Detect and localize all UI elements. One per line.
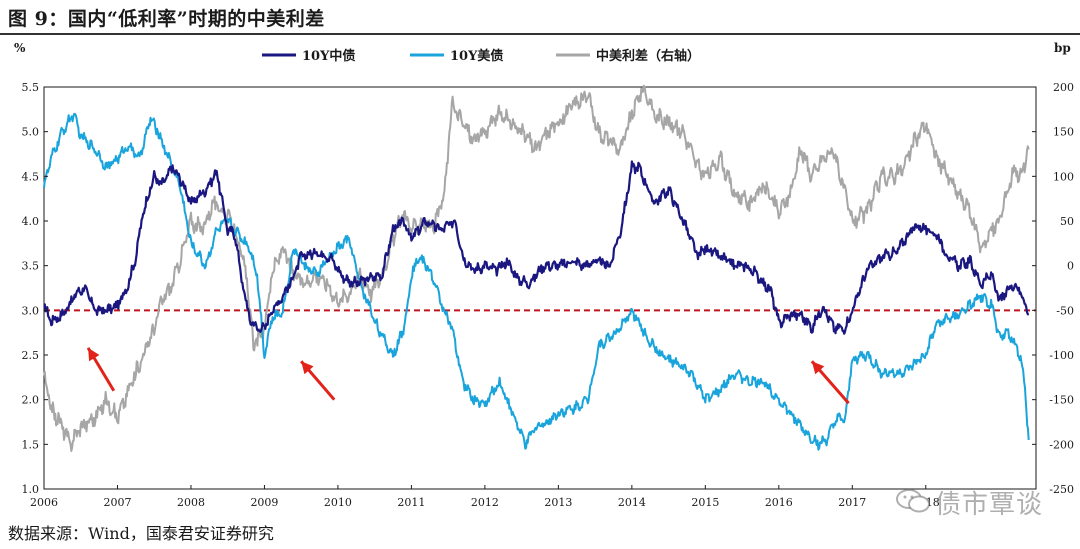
right-tick-label: 200 bbox=[1053, 81, 1074, 94]
figure-title: 图 9：国内“低利率”时期的中美利差 bbox=[8, 8, 325, 30]
plot-border bbox=[43, 86, 1037, 490]
left-tick-label: 5.0 bbox=[22, 126, 40, 139]
left-tick-label: 3.5 bbox=[22, 260, 40, 273]
legend-item-0: 10Y中债 bbox=[262, 48, 355, 64]
right-tick-label: 150 bbox=[1053, 126, 1074, 139]
right-tick-label: -200 bbox=[1049, 438, 1074, 451]
left-tick-label: 3.0 bbox=[22, 304, 40, 317]
x-tick-label: 2015 bbox=[691, 496, 719, 509]
left-tick-label: 1.0 bbox=[22, 483, 40, 496]
annotation-arrow bbox=[86, 347, 116, 392]
annotation-arrow bbox=[810, 360, 850, 405]
x-tick-label: 2008 bbox=[177, 496, 205, 509]
left-tick-label: 5.5 bbox=[22, 81, 40, 94]
arrow-layer bbox=[86, 347, 850, 405]
series-layer bbox=[43, 84, 1030, 452]
legend-item-1: 10Y美债 bbox=[410, 48, 503, 64]
right-tick-label: 100 bbox=[1053, 170, 1074, 183]
legend: 10Y中债 10Y美债 中美利差（右轴） bbox=[262, 48, 700, 64]
right-tick-label: -250 bbox=[1049, 483, 1074, 496]
x-tick-label: 2010 bbox=[324, 496, 352, 509]
left-tick-label: 1.5 bbox=[22, 438, 40, 451]
x-tick-label: 2006 bbox=[30, 496, 58, 509]
right-axis-unit: bp bbox=[1054, 41, 1071, 55]
left-axis-unit: % bbox=[14, 41, 26, 55]
legend-label: 10Y美债 bbox=[450, 48, 503, 64]
x-tick-label: 2016 bbox=[765, 496, 793, 509]
series-line-1 bbox=[43, 112, 1030, 451]
wechat-icon bbox=[896, 489, 930, 513]
left-tick-label: 4.0 bbox=[22, 215, 40, 228]
x-tick-label: 2012 bbox=[471, 496, 499, 509]
x-tick-label: 2013 bbox=[544, 496, 572, 509]
right-tick-label: -150 bbox=[1049, 394, 1074, 407]
left-tick-label: 2.0 bbox=[22, 394, 40, 407]
source-note: 数据来源：Wind，国泰君安证券研究 bbox=[8, 524, 274, 543]
right-tick-label: 0 bbox=[1067, 260, 1074, 273]
title-rule bbox=[0, 33, 1080, 35]
right-tick-label: -100 bbox=[1049, 349, 1074, 362]
x-tick-label: 2014 bbox=[618, 496, 646, 509]
right-tick-label: -50 bbox=[1056, 304, 1074, 317]
x-tick-label: 2009 bbox=[250, 496, 278, 509]
legend-label: 中美利差（右轴） bbox=[596, 48, 700, 64]
x-tick-label: 2011 bbox=[397, 496, 425, 509]
left-tick-label: 4.5 bbox=[22, 170, 40, 183]
watermark-text: 债市覃谈 bbox=[935, 490, 1044, 520]
legend-label: 10Y中债 bbox=[302, 48, 355, 64]
series-line-2 bbox=[43, 84, 1030, 452]
legend-item-2: 中美利差（右轴） bbox=[556, 48, 700, 64]
axis-layer: 1.0 1.5 2.0 2.5 3.0 3.5 4.0 4.5 5.0 5.5% -250 -200 -… bbox=[14, 41, 1074, 509]
x-tick-label: 2007 bbox=[103, 496, 131, 509]
plot-frame bbox=[43, 86, 1037, 490]
series-line-0 bbox=[43, 160, 1030, 335]
x-tick-label: 2017 bbox=[838, 496, 866, 509]
right-tick-label: 50 bbox=[1060, 215, 1074, 228]
annotation-arrow bbox=[300, 360, 336, 401]
left-tick-label: 2.5 bbox=[22, 349, 40, 362]
